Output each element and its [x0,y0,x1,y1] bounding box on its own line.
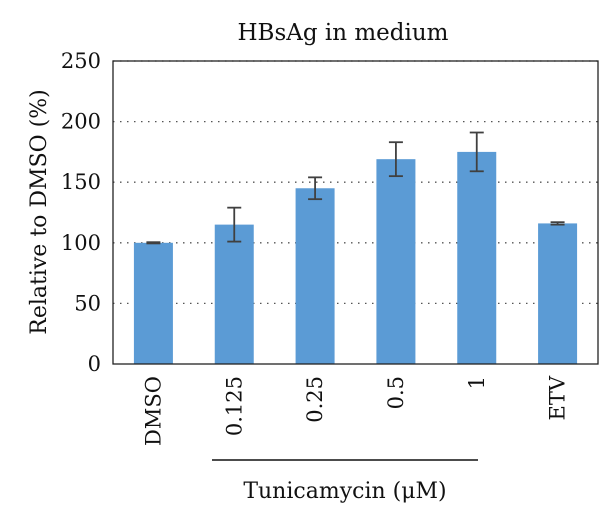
bars-layer [133,151,578,364]
bar-0.125 [214,224,254,364]
error-bar-0.5 [388,141,403,178]
error-bar-0.125 [227,206,242,243]
y-tick-label: 100 [61,231,101,255]
group-label: Tunicamycin (μM) [243,479,446,504]
plot-frame [112,60,599,365]
x-tick-label: 0.5 [384,376,408,409]
x-tick-label: ETV [546,375,570,420]
error-bars-layer [146,131,565,245]
bar-0.25 [295,188,335,364]
y-axis-title: Relative to DMSO (%) [27,89,52,334]
x-tick-label: 0.125 [222,376,246,436]
bar-1 [457,151,497,364]
bar-0.5 [376,159,416,364]
grid-layer [113,60,598,305]
y-tick-label: 150 [61,170,101,194]
y-tick-label: 50 [74,291,101,315]
error-bar-1 [469,131,484,173]
x-tick-label: DMSO [141,376,165,446]
chart-title: HBsAg in medium [237,20,448,46]
error-bar-DMSO [146,241,161,245]
x-tick-label: 0.25 [303,376,327,423]
error-bar-ETV [550,221,565,226]
y-tick-label: 250 [61,49,101,73]
y-tick-label: 200 [61,110,101,134]
y-tick-label: 0 [88,352,101,376]
bar-DMSO [133,242,173,364]
x-tick-label: 1 [465,376,489,389]
axis-layer: 0 50 100 150 200 250 DMSO 0.125 0.25 0.5 1 ETV [61,49,599,446]
bar-ETV [538,223,578,364]
error-bar-0.25 [308,176,323,201]
